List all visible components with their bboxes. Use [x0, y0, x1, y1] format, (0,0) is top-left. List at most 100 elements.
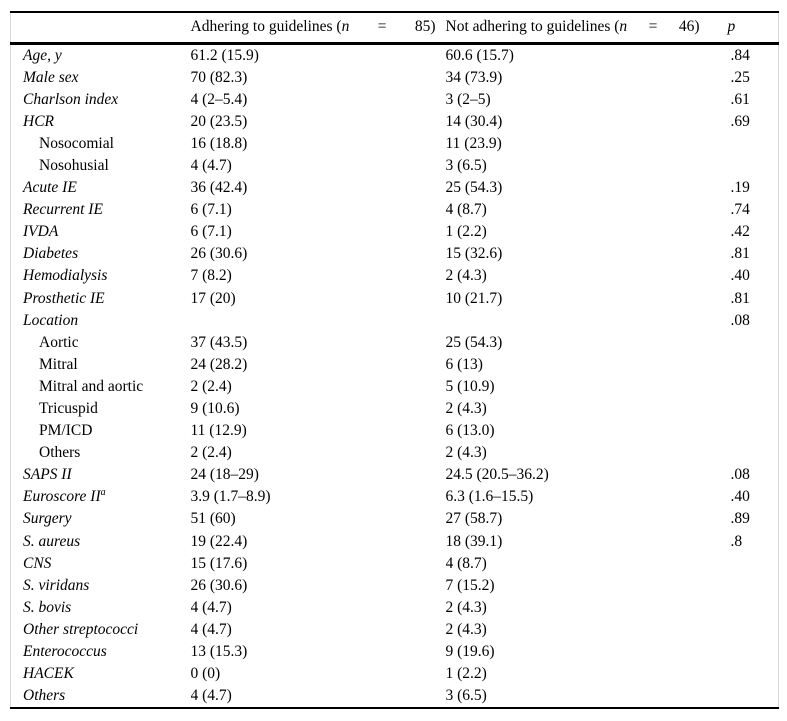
table-row: Mitral 24 (28.2) 6 (13)	[11, 354, 779, 376]
guideline-adherence-table: Adhering to guidelines (n = 85) Not adhe…	[10, 11, 779, 710]
cell-adhering: 0 (0)	[190, 665, 221, 683]
table-row: Hemodialysis 7 (8.2) 2 (4.3) .40	[11, 265, 779, 287]
cell-not-adhering: 2 (4.3)	[445, 598, 487, 616]
row-label-cell: Aortic	[11, 332, 191, 354]
table-row: PM/ICD 11 (12.9) 6 (13.0)	[11, 420, 779, 442]
comparison-table-wrap: Adhering to guidelines (n = 85) Not adhe…	[10, 11, 779, 710]
row-label: Tricuspid	[39, 400, 98, 417]
row-label-cell: Age, y	[11, 43, 191, 67]
cell-p-value	[724, 155, 779, 177]
header-adhering-text: Adhering to guidelines (n	[190, 18, 350, 36]
row-label-cell: Male sex	[11, 67, 191, 89]
table-row: S. bovis 4 (4.7) 2 (4.3)	[11, 597, 779, 619]
row-label: Hemodialysis	[23, 267, 108, 285]
header-not-adhering-text: Not adhering to guidelines (n	[445, 18, 628, 36]
cell-not-adhering: 7 (15.2)	[445, 576, 495, 594]
cell-not-adhering: 18 (39.1)	[445, 532, 503, 550]
cell-not-adhering: 1 (2.2)	[445, 665, 487, 683]
table-header: Adhering to guidelines (n = 85) Not adhe…	[10, 12, 779, 45]
cell-not-adhering: 6.3 (1.6–15.5)	[445, 488, 534, 506]
table-row: Enterococcus 13 (15.3) 9 (19.6)	[11, 641, 779, 663]
cell-p-value	[724, 133, 779, 155]
cell-adhering	[191, 310, 446, 332]
table-row: Aortic 37 (43.5) 25 (54.3)	[11, 332, 779, 354]
row-label: Mitral and aortic	[39, 377, 144, 395]
cell-p-value	[724, 553, 779, 575]
cell-adhering: 26 (30.6)	[190, 576, 248, 594]
row-label: Nosocomial	[39, 134, 114, 152]
cell-not-adhering: 9 (19.6)	[445, 643, 495, 661]
header-empty-cell	[10, 12, 191, 45]
row-label: Location	[23, 311, 79, 329]
table-row: HACEK 0 (0) 1 (2.2)	[11, 663, 779, 685]
row-label-cell: Nosocomial	[11, 133, 191, 155]
cell-p-value	[724, 663, 779, 685]
header-adhering: Adhering to guidelines (n = 85)	[190, 12, 446, 45]
table-row: Euroscore IIa 3.9 (1.7–8.9) 6.3 (1.6–15.5)…	[11, 486, 779, 508]
cell-not-adhering: 14 (30.4)	[445, 112, 503, 130]
cell-p-value	[724, 685, 779, 708]
row-label-cell: Mitral and aortic	[11, 376, 191, 398]
cell-adhering: 15 (17.6)	[190, 554, 248, 572]
row-label-cell: HACEK	[11, 663, 191, 685]
row-label-cell: CNS	[11, 553, 191, 575]
header-adhering-equals: =	[377, 18, 387, 36]
cell-adhering: 17 (20)	[190, 289, 236, 307]
table-row: Other streptococci 4 (4.7) 2 (4.3)	[11, 619, 779, 641]
table-row: Others 2 (2.4) 2 (4.3)	[11, 442, 779, 464]
cell-not-adhering: 3 (6.5)	[445, 156, 487, 174]
cell-not-adhering: 2 (4.3)	[445, 444, 487, 462]
cell-adhering: 4 (4.7)	[190, 687, 232, 705]
cell-adhering: 24 (28.2)	[190, 355, 248, 373]
table-row: Male sex 70 (82.3) 34 (73.9) .25	[11, 67, 779, 89]
cell-adhering: 13 (15.3)	[190, 643, 248, 661]
row-label: Euroscore II	[23, 488, 101, 506]
header-not-adhering-count: 46)	[678, 18, 700, 36]
table-row: Age, y 61.2 (15.9) 60.6 (15.7) .84	[11, 43, 779, 67]
row-label: CNS	[23, 554, 52, 572]
cell-not-adhering: 4 (8.7)	[445, 554, 487, 572]
cell-adhering: 2 (2.4)	[190, 444, 232, 462]
cell-p-value	[724, 641, 779, 663]
row-label-cell: Others	[11, 685, 191, 708]
row-label: Others	[23, 687, 66, 705]
row-label-cell: S. viridans	[11, 575, 191, 597]
row-label: S. bovis	[23, 598, 72, 616]
cell-adhering: 70 (82.3)	[190, 68, 248, 86]
row-label: Surgery	[23, 510, 72, 528]
cell-not-adhering: 3 (2–5)	[445, 90, 491, 108]
row-label-cell: IVDA	[11, 221, 191, 243]
cell-p-value	[724, 575, 779, 597]
row-label: Mitral	[39, 355, 78, 373]
cell-not-adhering: 2 (4.3)	[445, 267, 487, 285]
cell-not-adhering: 25 (54.3)	[445, 179, 503, 197]
table-row: S. viridans 26 (30.6) 7 (15.2)	[11, 575, 779, 597]
cell-p-value	[724, 420, 779, 442]
cell-not-adhering: 1 (2.2)	[445, 223, 487, 241]
cell-adhering: 26 (30.6)	[190, 245, 248, 263]
cell-p-value: .74	[730, 201, 750, 219]
table-row: Others 4 (4.7) 3 (6.5)	[11, 685, 779, 708]
cell-not-adhering: 11 (23.9)	[445, 134, 502, 152]
table-row: Prosthetic IE 17 (20) 10 (21.7) .81	[11, 288, 779, 310]
cell-adhering: 6 (7.1)	[190, 201, 232, 219]
row-label-cell: Nosohusial	[11, 155, 191, 177]
cell-p-value: .40	[730, 488, 750, 506]
cell-p-value: .8	[730, 532, 743, 550]
cell-adhering: 37 (43.5)	[190, 333, 248, 351]
cell-p-value	[724, 597, 779, 619]
row-label-cell: Tricuspid	[11, 398, 191, 420]
cell-p-value	[724, 442, 779, 464]
row-label-cell: Hemodialysis	[11, 265, 191, 287]
row-label-cell: Charlson index	[11, 89, 191, 111]
row-label: Male sex	[23, 68, 79, 86]
table-row: Nosocomial 16 (18.8) 11 (23.9)	[11, 133, 779, 155]
cell-adhering: 4 (4.7)	[190, 156, 232, 174]
row-label-cell: PM/ICD	[11, 420, 191, 442]
cell-adhering: 11 (12.9)	[190, 422, 247, 440]
cell-not-adhering	[446, 310, 724, 332]
cell-p-value: .69	[730, 112, 750, 130]
table-row: Nosohusial 4 (4.7) 3 (6.5)	[11, 155, 779, 177]
cell-not-adhering: 5 (10.9)	[445, 377, 495, 395]
cell-adhering: 36 (42.4)	[190, 179, 248, 197]
